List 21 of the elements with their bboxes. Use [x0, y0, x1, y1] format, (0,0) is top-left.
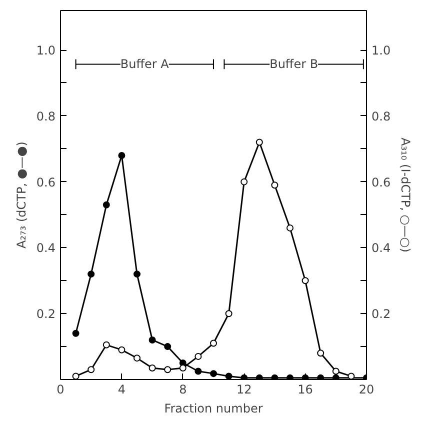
- x-axis-title: Fraction number: [164, 402, 263, 416]
- series-label: Buffer A: [120, 57, 170, 72]
- y-tick-label: 0.4: [36, 241, 56, 256]
- series-label: Buffer B: [270, 57, 318, 72]
- x-tick-label: 12: [236, 382, 252, 396]
- x-tick-label: 0: [56, 382, 64, 396]
- y-tick-label: 0.8: [36, 109, 56, 124]
- y2-tick-label: 0.6: [372, 175, 391, 190]
- y2-axis-title: A₃₁₀ (I-dCTP, ○—○): [398, 138, 413, 252]
- y-axis-title: A₂₇₃ (dCTP, ●—●): [14, 142, 28, 248]
- y2-tick-label: 0.4: [372, 241, 391, 256]
- y2-tick-label: 0.2: [372, 307, 391, 322]
- y-tick-label: 0.2: [36, 307, 56, 322]
- y-tick-label: 1.0: [36, 44, 56, 58]
- y2-tick-label: 1.0: [372, 44, 391, 58]
- x-tick-label: 8: [179, 382, 187, 396]
- y-tick-label: 0.6: [36, 175, 56, 190]
- y2-tick-label: 0.8: [372, 109, 391, 124]
- x-tick-label: 20: [358, 382, 374, 396]
- x-tick-label: 4: [118, 382, 126, 396]
- x-tick-label: 16: [298, 382, 313, 396]
